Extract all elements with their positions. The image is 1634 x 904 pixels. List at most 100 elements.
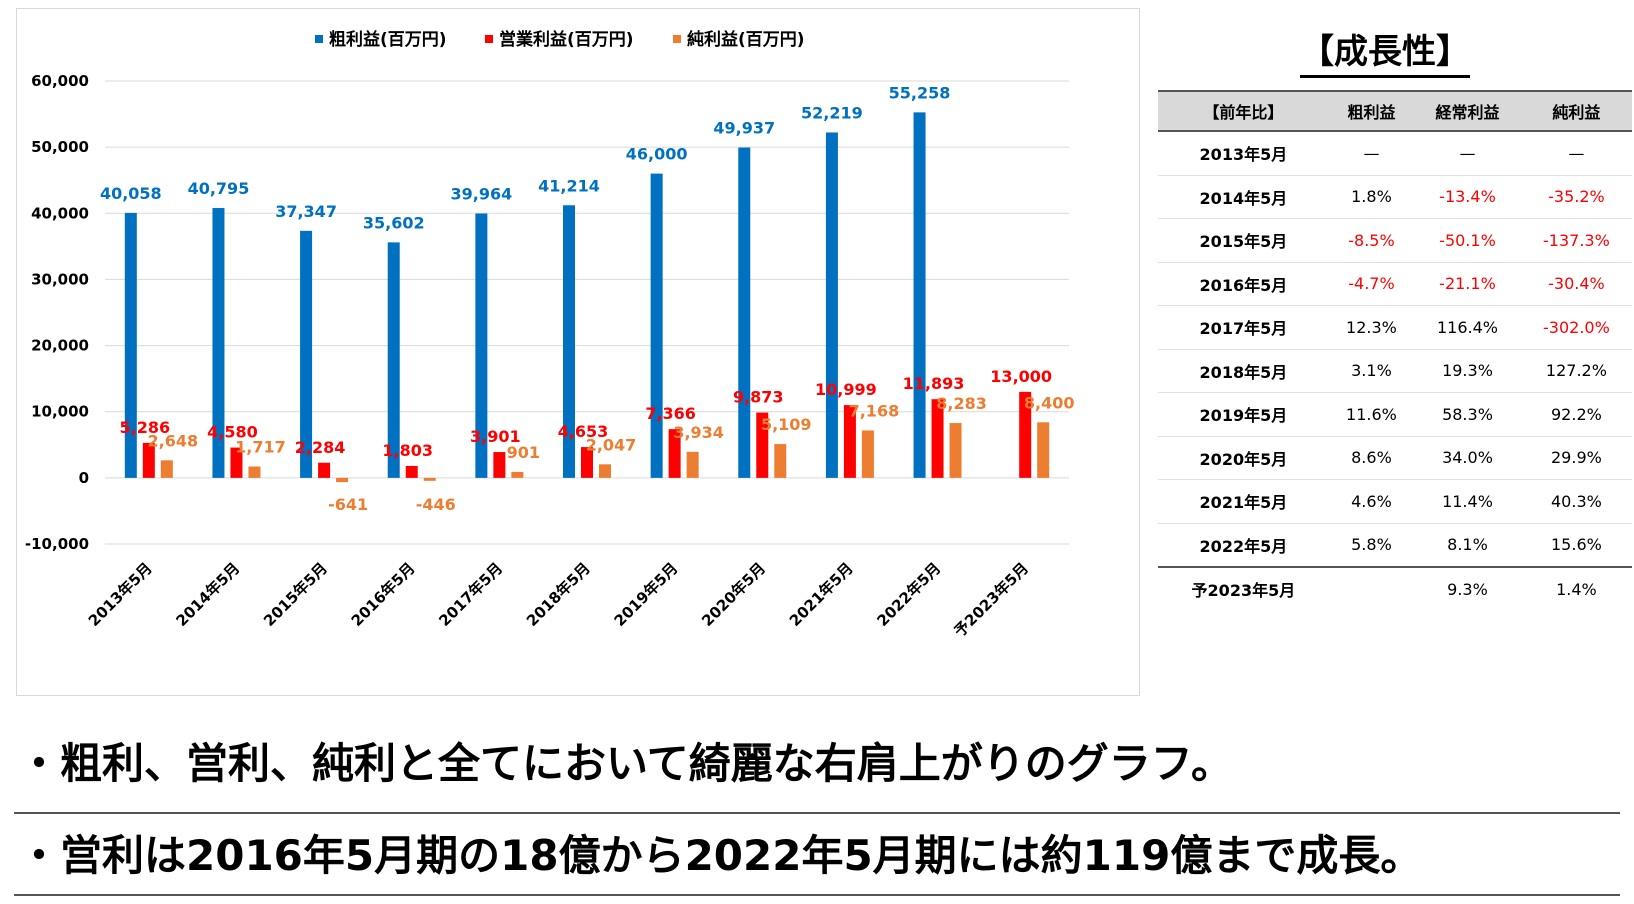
bar-gross-profit (650, 173, 663, 478)
y-tick-label: 40,000 (31, 204, 89, 222)
table-cell: — (1414, 131, 1521, 176)
legend-label: 純利益(百万円) (687, 29, 805, 50)
row-label: 2021年5月 (1158, 479, 1329, 524)
growth-table: 【前年比】 粗利益 経常利益 純利益 2013年5月 — — —2014年5月 1.8% -13… (1158, 90, 1632, 611)
bar-net-profit (599, 464, 611, 478)
x-tick-label: 2013年5月 (85, 559, 156, 630)
table-cell: 4.6% (1328, 479, 1415, 524)
table-cell: -35.2% (1520, 175, 1632, 219)
table-cell: -8.5% (1328, 218, 1415, 263)
data-label: 2,284 (295, 438, 346, 457)
y-tick-label: -10,000 (25, 535, 89, 553)
table-cell: -137.3% (1520, 218, 1632, 263)
data-label: 1,803 (382, 441, 433, 460)
table-cell: — (1328, 131, 1415, 176)
table-row: 2018年5月 3.1% 19.3% 127.2% (1158, 349, 1632, 393)
data-label: 37,347 (275, 202, 337, 221)
data-label: 49,937 (713, 119, 775, 138)
data-label: 52,219 (801, 103, 863, 122)
bar-net-profit (248, 466, 261, 478)
data-label: 35,602 (363, 213, 425, 232)
data-label: 5,109 (761, 415, 812, 434)
table-cell: — (1520, 131, 1632, 176)
x-tick-label: 2014年5月 (172, 559, 243, 630)
table-row: 2013年5月 — — — (1158, 131, 1632, 176)
table-cell: 34.0% (1414, 436, 1521, 480)
bar-operating-profit (493, 452, 506, 478)
bar-net-profit (336, 477, 349, 483)
table-cell (1328, 566, 1415, 611)
data-label: 41,214 (538, 176, 600, 195)
table-cell: 29.9% (1520, 436, 1632, 480)
data-label: 55,258 (889, 83, 951, 102)
table-row: 2021年5月 4.6% 11.4% 40.3% (1158, 479, 1632, 524)
bar-net-profit (949, 423, 962, 478)
table-header-cell: 粗利益 (1328, 90, 1415, 132)
bar-gross-profit (825, 132, 838, 478)
legend-swatch (673, 35, 681, 43)
legend-swatch (315, 35, 323, 43)
y-tick-label: 10,000 (31, 403, 89, 421)
row-label: 2016年5月 (1158, 262, 1329, 306)
data-label: 4,653 (558, 422, 609, 441)
table-row: 2017年5月 12.3% 116.4% -302.0% (1158, 305, 1632, 350)
data-label: 3,934 (673, 423, 724, 442)
table-cell: 9.3% (1414, 566, 1521, 611)
bar-gross-profit (475, 213, 488, 478)
table-cell: 127.2% (1520, 349, 1632, 393)
table-cell: -302.0% (1520, 305, 1632, 350)
table-cell: 11.6% (1328, 392, 1415, 437)
x-tick-label: 予2023年5月 (951, 559, 1032, 640)
x-tick-label: 2018年5月 (523, 559, 594, 630)
table-cell: 92.2% (1520, 392, 1632, 437)
bar-gross-profit (124, 212, 137, 478)
x-tick-label: 2016年5月 (348, 559, 419, 630)
growth-title: 【成長性】 (1300, 24, 1470, 78)
y-tick-label: 60,000 (31, 72, 89, 90)
table-cell: 19.3% (1414, 349, 1521, 393)
bullet-point: ・営利は2016年5月期の18億から2022年5月期には約119億まで成長。 (18, 831, 1423, 880)
table-cell: -50.1% (1414, 218, 1521, 263)
data-label: 39,964 (450, 185, 512, 204)
x-tick-label: 2021年5月 (786, 559, 857, 630)
divider (14, 812, 1620, 814)
row-label: 2018年5月 (1158, 349, 1329, 393)
table-row: 2014年5月 1.8% -13.4% -35.2% (1158, 175, 1632, 219)
bar-gross-profit (300, 230, 313, 478)
table-cell: -13.4% (1414, 175, 1521, 219)
x-tick-label: 2019年5月 (611, 559, 682, 630)
bar-operating-profit (756, 412, 769, 478)
bullet-point: ・粗利、営利、純利と全てにおいて綺麗な右肩上がりのグラフ。 (18, 739, 1234, 788)
x-tick-label: 2017年5月 (435, 559, 506, 630)
bar-operating-profit (142, 442, 155, 478)
table-cell: 1.8% (1328, 175, 1415, 219)
x-tick-label: 2020年5月 (698, 559, 769, 630)
x-tick-label: 2015年5月 (260, 559, 331, 630)
table-cell: 40.3% (1520, 479, 1632, 524)
bar-operating-profit (931, 399, 944, 478)
table-row: 2020年5月 8.6% 34.0% 29.9% (1158, 436, 1632, 480)
bar-operating-profit (843, 405, 856, 478)
table-row: 2015年5月 -8.5% -50.1% -137.3% (1158, 218, 1632, 263)
table-cell: 1.4% (1520, 566, 1632, 611)
row-label: 2017年5月 (1158, 305, 1329, 350)
growth-table-header: 【前年比】 粗利益 経常利益 純利益 (1158, 90, 1632, 132)
row-label: 予2023年5月 (1158, 566, 1329, 611)
data-label: 9,873 (733, 388, 784, 407)
bar-net-profit (1037, 422, 1050, 478)
table-cell: -21.1% (1414, 262, 1521, 306)
data-label: 4,580 (207, 423, 258, 442)
table-row: 2019年5月 11.6% 58.3% 92.2% (1158, 392, 1632, 437)
data-label: 901 (507, 443, 540, 462)
data-label: 2,648 (148, 431, 199, 450)
data-label: 5,286 (120, 418, 171, 437)
bar-operating-profit (405, 465, 418, 478)
data-label: 7,366 (645, 404, 696, 423)
data-label: 40,058 (100, 184, 162, 203)
bar-chart: -10,000 0 10,000 20,000 30,000 40,000 50,000 60… (25, 29, 1075, 641)
data-label: 46,000 (626, 145, 688, 164)
table-header-cell: 【前年比】 (1158, 90, 1329, 132)
table-header-cell: 経常利益 (1414, 90, 1521, 132)
bar-net-profit (423, 477, 436, 481)
bar-operating-profit (1019, 391, 1032, 478)
